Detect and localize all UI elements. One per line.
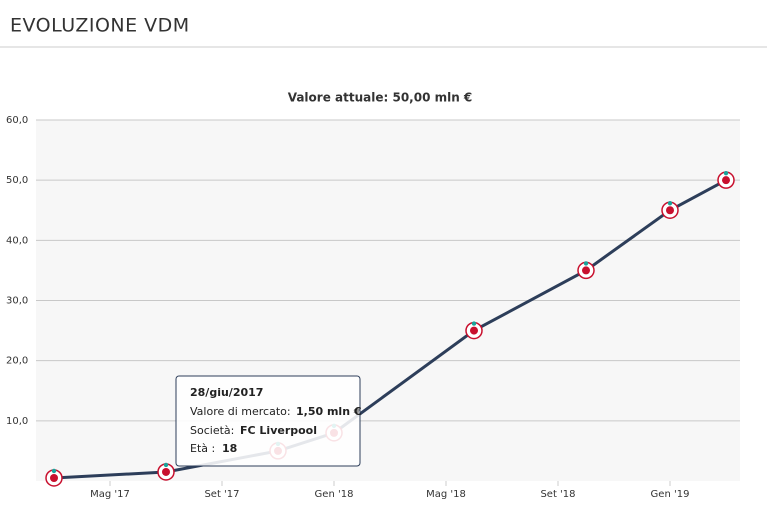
line: [53, 178, 727, 480]
x-tick-label: Gen '19: [651, 489, 690, 500]
badge-ring: [583, 261, 589, 266]
point: [465, 321, 483, 340]
tooltip-value: 18: [222, 442, 237, 455]
tooltip: 28/giu/2017 Valore di mercato: 1,50 mln …: [175, 375, 362, 467]
badge-ring: [471, 321, 477, 326]
tooltip-label: Età :: [190, 442, 215, 455]
badge-core: [162, 467, 170, 476]
x-tick-label: Set '17: [204, 489, 239, 500]
point: [577, 261, 595, 280]
point: [661, 201, 679, 219]
badge-ring: [723, 170, 729, 176]
badge-core: [50, 473, 58, 482]
badge-core: [722, 176, 730, 185]
tooltip-date: 28/giu/2017: [190, 386, 263, 399]
badge-ring: [163, 462, 169, 468]
page-title: EVOLUZIONE VDM: [10, 15, 190, 37]
point: [45, 468, 63, 487]
tooltip-label: Valore di mercato:: [190, 405, 291, 418]
chart-title: Valore attuale: 50,00 mln €: [288, 91, 473, 105]
y-tick-label: 60,0: [6, 115, 28, 126]
x-tick-label: Mag '18: [426, 489, 466, 500]
point: [717, 170, 735, 189]
x-tick-label: Gen '18: [315, 489, 354, 500]
badge-core: [470, 326, 478, 335]
x-tick-label: Set '18: [540, 489, 575, 500]
badge-ring: [51, 468, 57, 474]
point: [157, 462, 175, 481]
y-tick-label: 40,0: [6, 235, 28, 246]
tooltip-value: FC Liverpool: [240, 424, 317, 437]
y-tick-label: 20,0: [6, 356, 28, 367]
x-tick-label: Mag '17: [90, 489, 130, 500]
y-tick-label: 50,0: [6, 175, 28, 186]
badge-ring: [667, 201, 673, 206]
tooltip-value: 1,50 mln €: [296, 405, 362, 418]
y-tick-label: 10,0: [6, 416, 28, 427]
badge-core: [666, 206, 674, 215]
y-tick-label: 30,0: [6, 296, 28, 307]
badge-core: [582, 266, 590, 275]
tooltip-label: Società:: [190, 424, 234, 437]
tooltip-box: [175, 375, 361, 467]
